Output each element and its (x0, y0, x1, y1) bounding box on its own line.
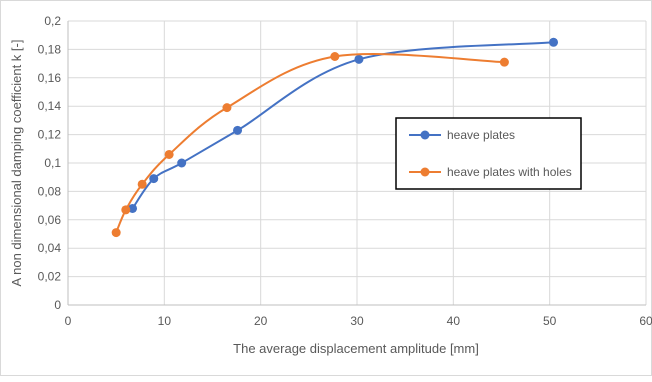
y-tick-label: 0,1 (44, 156, 61, 170)
y-tick-label: 0,06 (38, 213, 62, 227)
legend-box (395, 117, 582, 190)
x-tick-label: 40 (447, 314, 461, 328)
y-tick-label: 0,12 (38, 128, 62, 142)
data-point (137, 179, 147, 189)
x-tick-label: 60 (639, 314, 652, 328)
data-point (222, 103, 232, 113)
x-tick-label: 10 (158, 314, 172, 328)
data-point (330, 52, 340, 61)
legend-marker (420, 130, 430, 140)
plot-series (111, 37, 559, 238)
y-tick-label: 0,2 (44, 14, 61, 28)
data-point (128, 203, 138, 213)
data-point (549, 37, 559, 47)
legend-label: heave plates with holes (447, 165, 572, 179)
data-point (149, 174, 159, 184)
series-0 (128, 37, 559, 213)
y-tick-label: 0,02 (38, 270, 62, 284)
data-point (164, 149, 174, 159)
y-tick-label: 0,18 (38, 42, 62, 56)
y-axis-title: A non dimensional damping coefficient k … (9, 40, 24, 287)
axes: 0 0,02 0,04 0,06 0,08 0,1 0,12 0,14 0,16 0,18 0,2 0… (38, 14, 652, 328)
x-tick-label: 20 (254, 314, 268, 328)
series-1 (111, 52, 509, 238)
data-point (121, 205, 131, 215)
data-point (499, 57, 509, 67)
y-tick-label: 0,04 (38, 241, 62, 255)
y-tick-label: 0,08 (38, 184, 62, 198)
y-tick-label: 0 (54, 298, 61, 312)
x-axis-title: The average displacement amplitude [mm] (233, 341, 479, 356)
data-point (111, 228, 121, 238)
x-tick-label: 30 (350, 314, 364, 328)
x-tick-label: 50 (543, 314, 557, 328)
legend-marker (420, 167, 430, 177)
legend: heave plates heave plates with holes (395, 117, 582, 190)
data-point (354, 54, 364, 64)
y-tick-label: 0,14 (38, 99, 62, 113)
x-tick-label: 0 (65, 314, 72, 328)
data-point (177, 158, 187, 168)
legend-label: heave plates (447, 128, 515, 142)
y-tick-label: 0,16 (38, 71, 62, 85)
data-point (233, 125, 243, 135)
